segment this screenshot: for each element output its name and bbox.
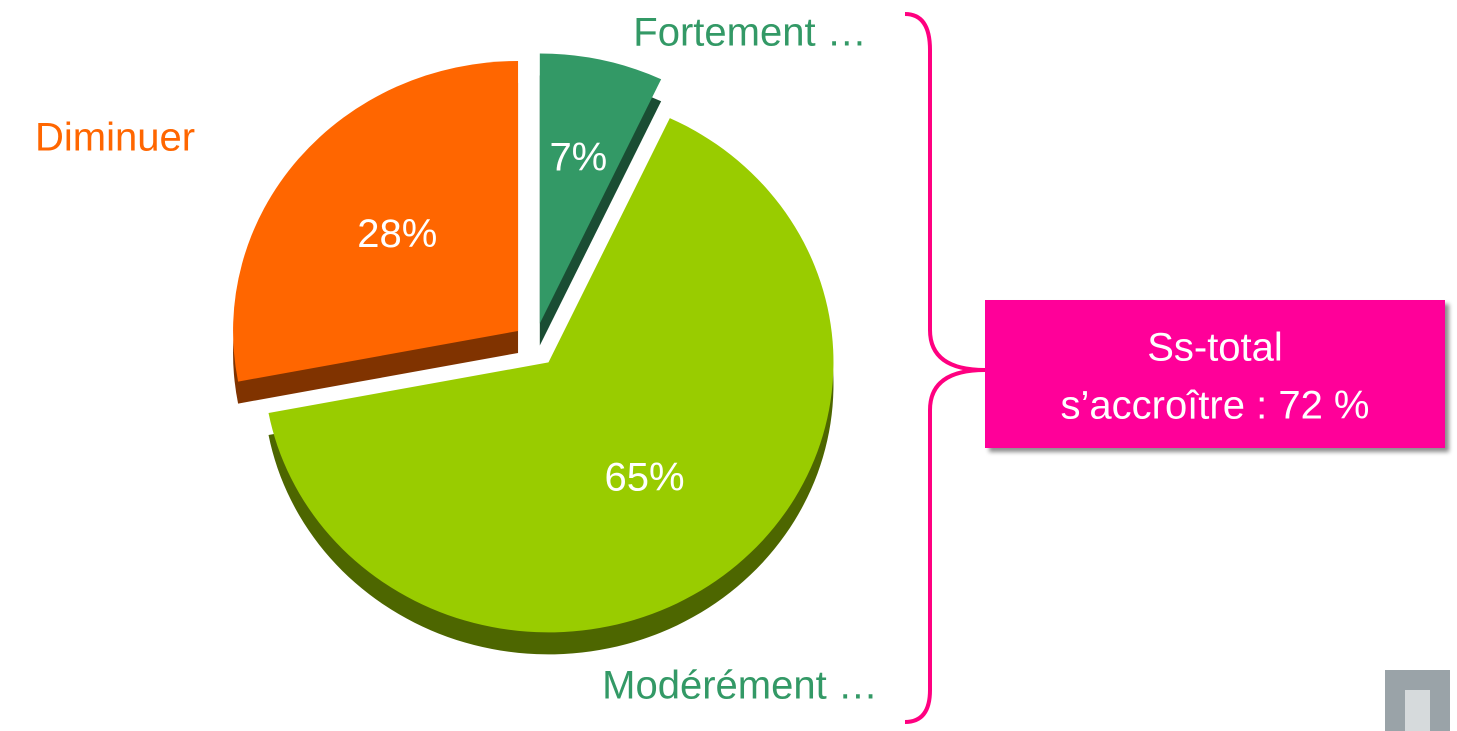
category-label: Fortement … — [633, 11, 866, 55]
value-label: 28% — [357, 212, 437, 256]
annotation-line: Ss-total — [1147, 326, 1283, 370]
value-label: 65% — [605, 455, 685, 499]
value-label: 7% — [549, 136, 607, 180]
annotation-line: s’accroître : 72 % — [1060, 384, 1369, 428]
chart: Ss-total s’accroître : 72 % 7% 65% 28% For… — [0, 0, 1457, 731]
pie: 7% 65% 28% — [233, 54, 833, 655]
thumbnail-detail — [1405, 690, 1430, 731]
category-label: Modérément … — [602, 664, 878, 708]
brace — [905, 14, 985, 722]
category-label: Diminuer — [35, 116, 195, 160]
